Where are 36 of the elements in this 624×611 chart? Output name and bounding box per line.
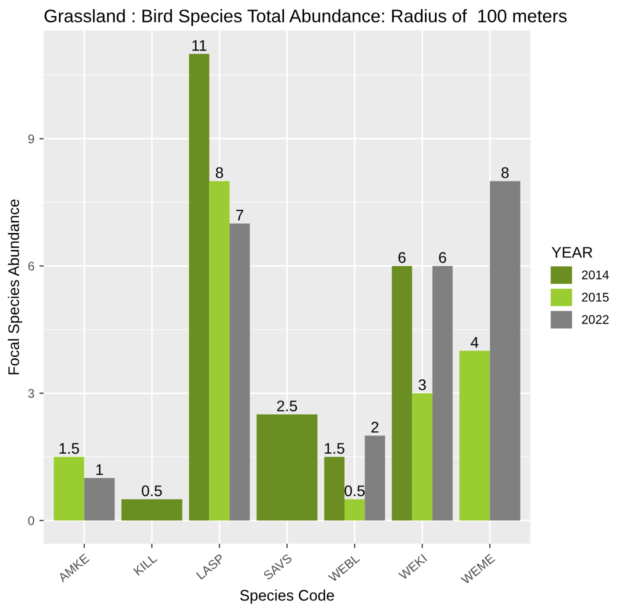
y-tick-label: 6 [28, 262, 34, 271]
data-label: 8 [501, 167, 509, 178]
legend-label: 2014 [582, 270, 609, 280]
legend-label: 2022 [582, 315, 609, 324]
chart-title: Grassland : Bird Species Total Abundance: Radius of 100 meters [44, 9, 567, 26]
data-label: 6 [398, 252, 406, 263]
data-label: 1.5 [60, 443, 80, 454]
bar [344, 499, 365, 520]
data-label: 11 [192, 40, 206, 51]
bar [230, 224, 250, 520]
y-tick-label: 3 [28, 389, 34, 398]
data-label: 1.5 [324, 443, 344, 454]
data-label: 1 [96, 464, 103, 475]
y-axis-title: Focal Species Abundance [8, 200, 22, 374]
y-tick-label: 0 [28, 516, 34, 526]
data-label: 7 [236, 210, 244, 220]
bar [209, 181, 230, 520]
bar [432, 266, 453, 520]
data-label: 4 [470, 337, 478, 348]
bar [324, 456, 344, 520]
data-label: 0.5 [344, 485, 365, 496]
legend-label: 2015 [582, 292, 609, 302]
data-label: 2.5 [277, 400, 298, 412]
bar [392, 266, 412, 520]
data-label: 6 [439, 252, 446, 263]
bar [364, 436, 386, 520]
y-tick-label: 9 [28, 134, 34, 144]
data-label: 2 [371, 422, 378, 432]
data-label: 8 [216, 167, 224, 178]
bar [189, 54, 210, 520]
legend-title: YEAR [552, 247, 592, 258]
x-tick-label: KILL [133, 553, 158, 576]
data-label: 3 [418, 379, 426, 390]
x-axis-title: Species Code [240, 590, 334, 604]
data-label: 0.5 [142, 485, 162, 496]
bar [412, 393, 432, 520]
